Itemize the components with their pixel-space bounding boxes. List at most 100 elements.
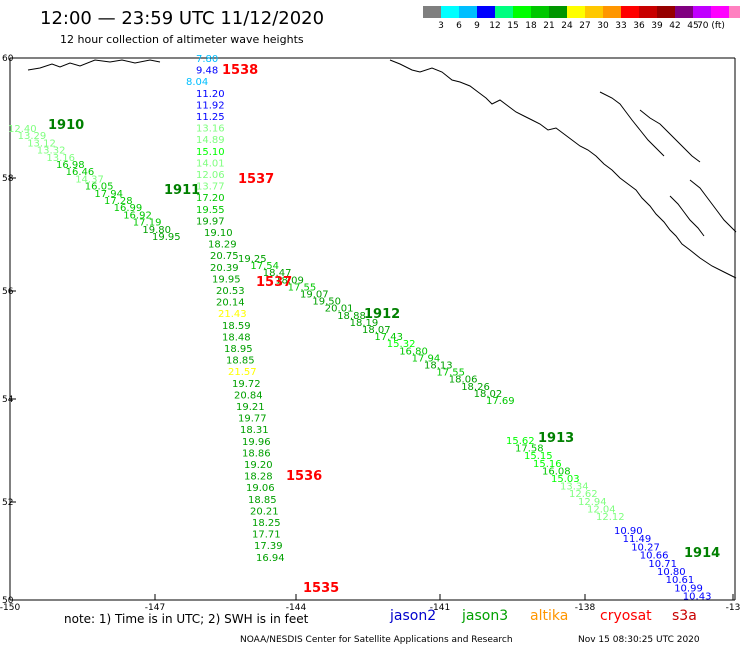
coastline-inlet-1 [599, 91, 665, 157]
wave-height-value: 11.92 [196, 100, 225, 111]
page-title: 12:00 — 23:59 UTC 11/12/2020 [40, 8, 325, 29]
wave-height-value: 16.46 [66, 167, 95, 178]
wave-height-value: 17.69 [486, 396, 515, 407]
wave-height-value: 19.95 [212, 274, 241, 285]
legend-label: 21 [543, 21, 555, 31]
satellite-label: jason3 [462, 608, 509, 624]
lat-label: 60 [2, 54, 14, 64]
coastline-inlet-2 [639, 109, 701, 163]
track-id-label: 1538 [222, 63, 258, 78]
wave-height-value: 18.29 [208, 240, 237, 251]
credit-timestamp: Nov 15 08:30:25 UTC 2020 [578, 635, 700, 645]
legend-swatch [549, 6, 567, 18]
wave-height-value: 17.94 [94, 189, 123, 200]
legend-swatch [459, 6, 477, 18]
wave-height-value: 10.99 [674, 583, 703, 594]
wave-height-value: 16.92 [123, 210, 152, 221]
wave-height-value: 18.02 [474, 389, 503, 400]
track-id-label: 1536 [286, 469, 322, 484]
wave-height-value: 18.19 [350, 318, 379, 329]
coastline-upper-left [27, 59, 161, 71]
wave-height-values: 7.809.488.0411.2011.9211.2513.1614.8915.… [8, 54, 711, 603]
credit-text: NOAA/NESDIS Center for Satellite Applica… [240, 635, 513, 645]
legend-swatch [657, 6, 675, 18]
wave-height-value: 20.39 [210, 263, 239, 274]
wave-height-value: 10.66 [640, 551, 669, 562]
wave-height-value: 17.28 [104, 196, 133, 207]
wave-height-value: 19.95 [152, 232, 181, 243]
wave-height-value: 19.80 [142, 225, 171, 236]
wave-height-value: 20.53 [216, 286, 245, 297]
legend-label: 15 [507, 21, 519, 31]
wave-height-value: 10.43 [683, 592, 712, 603]
wave-height-value: 10.61 [666, 575, 695, 586]
lon-label: -150 [0, 603, 20, 613]
wave-height-value: 19.06 [246, 483, 275, 494]
coastline-islands-2 [669, 195, 705, 237]
track-id-label: 1911 [164, 183, 200, 198]
coastline-upper-right [389, 59, 737, 279]
track-id-label: 1910 [48, 118, 84, 133]
track-id-label: 1912 [364, 307, 400, 322]
wave-height-value: 13.16 [196, 124, 225, 135]
track-id-label: 1914 [684, 546, 720, 561]
wave-height-value: 11.49 [623, 534, 652, 545]
wave-height-value: 18.28 [244, 472, 273, 483]
legend-swatch [441, 6, 459, 18]
wave-height-value: 17.43 [374, 332, 403, 343]
wave-height-value: 12.12 [596, 512, 625, 523]
units-note: note: 1) Time is in UTC; 2) SWH is in fe… [64, 612, 309, 626]
wave-height-value: 20.01 [325, 304, 354, 315]
wave-height-value: 10.27 [631, 542, 660, 553]
legend-label: 18 [525, 21, 537, 31]
color-legend-labels: 3 6 9 12 15 18 21 24 27 30 33 36 39 42 45 70 (ft) [423, 21, 740, 33]
wave-height-value: 12.62 [569, 489, 598, 500]
wave-height-value: 20.75 [210, 251, 239, 262]
wave-height-value: 13.16 [46, 153, 75, 164]
track-id-labels: 1538 1910 1912 1913 1914 1911 1537 1536 1535 1537 [48, 63, 720, 596]
track-id-label: 1913 [538, 431, 574, 446]
wave-height-value: 17.39 [254, 541, 283, 552]
wave-height-value: 18.07 [362, 325, 391, 336]
coastline [27, 59, 737, 279]
wave-height-value: 18.25 [252, 518, 281, 529]
wave-height-value: 21.57 [228, 367, 257, 378]
lat-label: 58 [2, 174, 14, 184]
legend-swatch [477, 6, 495, 18]
wave-height-value: 19.96 [242, 437, 271, 448]
wave-height-value: 17.94 [412, 353, 441, 364]
legend-swatch [585, 6, 603, 18]
legend-swatch [531, 6, 549, 18]
wave-height-value: 20.21 [250, 506, 279, 517]
wave-height-value: 10.90 [614, 526, 643, 537]
legend-swatch [513, 6, 531, 18]
wave-height-value: 18.88 [337, 311, 366, 322]
wave-height-value: 12.40 [8, 124, 37, 135]
wave-height-value: 11.25 [196, 112, 225, 123]
legend-label: 70 (ft) [697, 21, 725, 31]
wave-height-value: 17.54 [250, 261, 279, 272]
legend-swatch [495, 6, 513, 18]
wave-height-value: 19.97 [196, 216, 225, 227]
wave-height-value: 17.55 [436, 368, 465, 379]
page-subtitle: 12 hour collection of altimeter wave hei… [60, 33, 304, 46]
legend-swatch [423, 6, 441, 18]
wave-height-value: 18.85 [226, 356, 255, 367]
track-id-label: 1535 [303, 581, 339, 596]
satellite-label: cryosat [600, 608, 652, 624]
wave-height-value: 14.37 [75, 174, 104, 185]
wave-height-value: 20.84 [234, 390, 263, 401]
wave-height-value: 19.21 [236, 402, 265, 413]
wave-height-value: 19.50 [312, 297, 341, 308]
wave-height-value: 16.98 [56, 160, 85, 171]
wave-height-value: 17.58 [515, 444, 544, 455]
wave-height-value: 15.10 [196, 147, 225, 158]
legend-label: 12 [489, 21, 501, 31]
track-id-label: 1537 [238, 172, 274, 187]
wave-height-value: 18.48 [222, 332, 251, 343]
wave-height-value: 13.34 [560, 482, 589, 493]
wave-height-value: 18.95 [224, 344, 253, 355]
lat-label: 54 [2, 395, 14, 405]
wave-height-value: 20.14 [216, 298, 245, 309]
lat-label: 52 [2, 498, 13, 508]
